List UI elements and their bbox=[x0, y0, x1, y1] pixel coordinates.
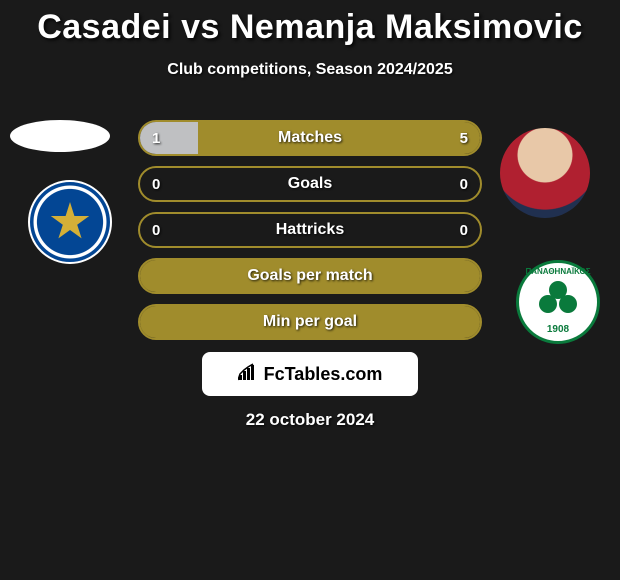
stat-bar: Min per goal bbox=[138, 304, 482, 340]
stat-value-right: 0 bbox=[460, 176, 468, 193]
brand-text: FcTables.com bbox=[264, 364, 383, 385]
stat-bar: 0 0 Hattricks bbox=[138, 212, 482, 248]
crest-right-ring: ΠΑΝΑΘΗΝΑΪΚΟΣ bbox=[525, 267, 590, 276]
stat-bar: 1 5 Matches bbox=[138, 120, 482, 156]
stat-label: Hattricks bbox=[276, 221, 344, 239]
club-crest-left bbox=[28, 180, 112, 264]
stat-value-left: 1 bbox=[152, 130, 160, 147]
page-title: Casadei vs Nemanja Maksimovic bbox=[0, 0, 620, 47]
date-text: 22 october 2024 bbox=[0, 410, 620, 430]
stat-label: Min per goal bbox=[263, 313, 357, 331]
clover-icon bbox=[541, 285, 575, 319]
stat-bar: Goals per match bbox=[138, 258, 482, 294]
stat-bar: 0 0 Goals bbox=[138, 166, 482, 202]
stat-label: Goals bbox=[288, 175, 332, 193]
brand-box: FcTables.com bbox=[202, 352, 418, 396]
subtitle: Club competitions, Season 2024/2025 bbox=[0, 61, 620, 79]
stat-fill-left bbox=[140, 122, 198, 154]
stat-bars: 1 5 Matches 0 0 Goals 0 0 Hattricks Goals per mat… bbox=[138, 120, 482, 350]
stat-label: Matches bbox=[278, 129, 342, 147]
crest-right-year: 1908 bbox=[547, 324, 569, 335]
club-crest-right: ΠΑΝΑΘΗΝΑΪΚΟΣ 1908 bbox=[516, 260, 600, 344]
stat-value-left: 0 bbox=[152, 222, 160, 239]
player-right-avatar bbox=[500, 128, 590, 218]
player-left-avatar bbox=[10, 120, 110, 152]
chart-bars-icon bbox=[238, 363, 260, 386]
stat-value-right: 5 bbox=[460, 130, 468, 147]
stat-value-left: 0 bbox=[152, 176, 160, 193]
stat-value-right: 0 bbox=[460, 222, 468, 239]
stat-label: Goals per match bbox=[247, 267, 372, 285]
